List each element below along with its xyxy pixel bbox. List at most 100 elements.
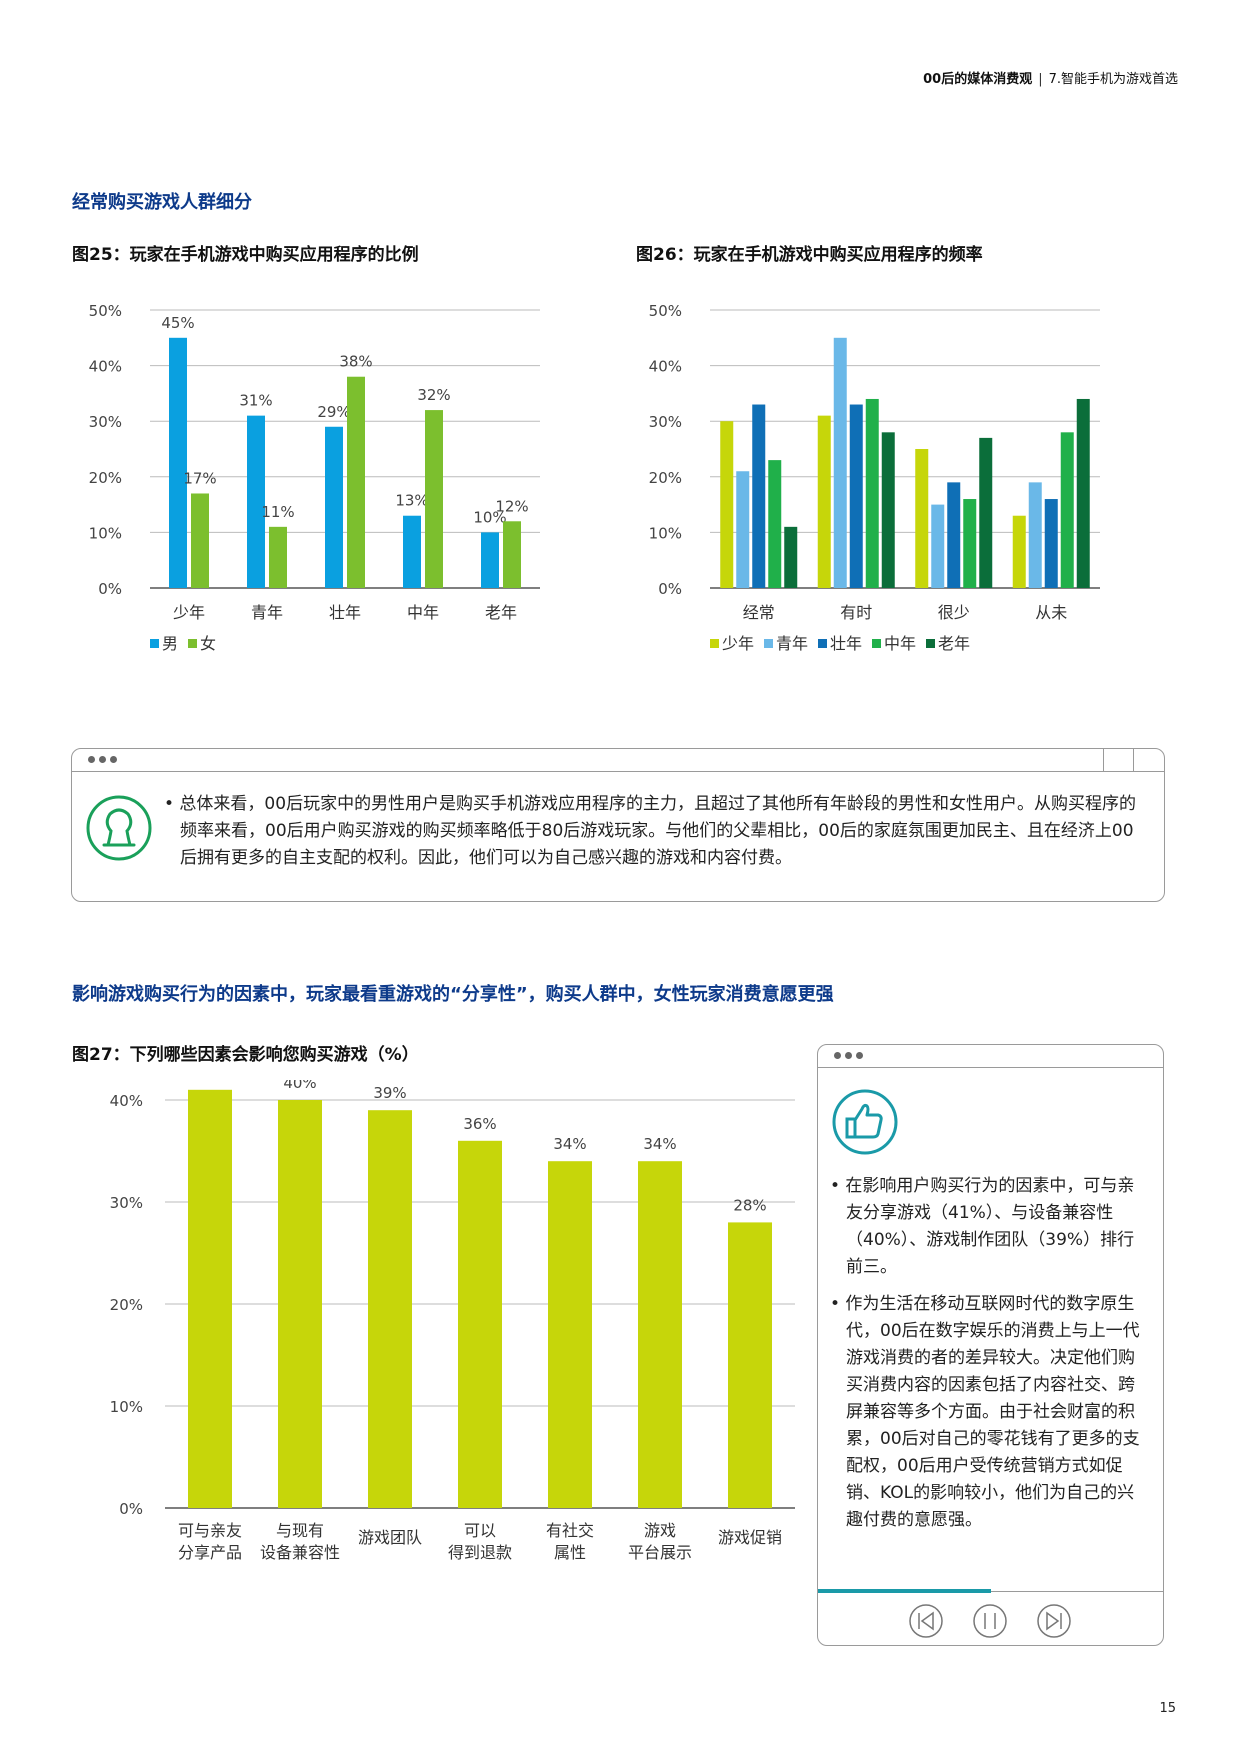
bar <box>931 504 945 588</box>
callout-1-titlebar <box>72 749 1164 772</box>
bar <box>503 521 521 588</box>
x-tick-label: 可与亲友 <box>178 1521 242 1540</box>
x-tick-label: 有时 <box>840 603 872 622</box>
y-tick-label: 30% <box>110 1194 143 1212</box>
window-button[interactable] <box>1133 749 1164 771</box>
bar <box>325 426 343 588</box>
legend-swatch <box>710 639 719 648</box>
data-label: 17% <box>183 469 216 487</box>
bar <box>1012 515 1026 588</box>
callout-2-titlebar <box>818 1045 1163 1068</box>
data-label: 31% <box>239 392 272 410</box>
next-track-icon[interactable] <box>1037 1604 1071 1638</box>
legend-swatch <box>764 639 773 648</box>
person-head-icon <box>86 795 152 861</box>
bar <box>278 1100 322 1508</box>
bar <box>865 398 879 588</box>
legend-swatch <box>926 639 935 648</box>
bar <box>1076 398 1090 588</box>
bar <box>1044 499 1058 588</box>
header-title: 00后的媒体消费观 <box>923 72 1033 87</box>
legend-swatch <box>188 639 197 648</box>
x-tick-label: 青年 <box>251 603 283 622</box>
legend-label: 中年 <box>884 634 916 653</box>
player-progress-fill <box>818 1589 991 1593</box>
legend-label: 青年 <box>776 634 808 653</box>
legend-label: 老年 <box>938 634 970 653</box>
bar <box>720 421 734 588</box>
bar <box>1060 432 1074 588</box>
bar <box>833 337 847 588</box>
fig27-title: 图27：下列哪些因素会影响您购买游戏（%） <box>72 1045 419 1065</box>
y-tick-label: 40% <box>110 1092 143 1110</box>
header-chapter: 7.智能手机为游戏首选 <box>1048 72 1178 87</box>
bar <box>481 532 499 588</box>
x-tick-label: 分享产品 <box>178 1543 242 1562</box>
data-label: 11% <box>261 503 294 521</box>
bar <box>728 1222 772 1508</box>
y-tick-label: 20% <box>89 469 122 487</box>
data-label: 28% <box>733 1196 766 1214</box>
bar <box>752 404 766 588</box>
section-title-2: 影响游戏购买行为的因素中，玩家最看重游戏的“分享性”，购买人群中，女性玩家消费意… <box>72 984 834 1005</box>
y-tick-label: 0% <box>98 580 122 598</box>
bar <box>849 404 863 588</box>
x-tick-label: 得到退款 <box>448 1543 512 1562</box>
y-tick-label: 30% <box>89 413 122 431</box>
bar <box>979 437 993 588</box>
data-label: 34% <box>643 1135 676 1153</box>
bar <box>548 1161 592 1508</box>
pause-icon[interactable] <box>973 1604 1007 1638</box>
callout-2-text: • 在影响用户购买行为的因素中，可与亲友分享游戏（41%）、与设备兼容性（40%… <box>830 1173 1145 1534</box>
x-tick-label: 游戏促销 <box>718 1528 782 1547</box>
callout-1-paragraph: • 总体来看，00后玩家中的男性用户是购买手机游戏应用程序的主力，且超过了其他所… <box>164 794 1137 868</box>
callout-1-text: • 总体来看，00后玩家中的男性用户是购买手机游戏应用程序的主力，且超过了其他所… <box>164 791 1149 872</box>
window-button[interactable] <box>1103 749 1134 771</box>
x-tick-label: 很少 <box>938 603 970 622</box>
legend-swatch <box>150 639 159 648</box>
y-tick-label: 40% <box>649 358 682 376</box>
bar <box>784 526 798 588</box>
x-tick-label: 从未 <box>1035 603 1067 622</box>
y-tick-label: 10% <box>110 1398 143 1416</box>
data-label: 45% <box>161 314 194 332</box>
x-tick-label: 与现有 <box>276 1521 324 1540</box>
callout-2-bullet-2: • 作为生活在移动互联网时代的数字原生代，00后在数字娱乐的消费上与上一代游戏消… <box>830 1294 1140 1530</box>
x-tick-label: 可以 <box>464 1521 496 1540</box>
y-tick-label: 20% <box>110 1296 143 1314</box>
data-label: 38% <box>339 353 372 371</box>
x-tick-label: 壮年 <box>329 603 361 622</box>
callout-box-1: • 总体来看，00后玩家中的男性用户是购买手机游戏应用程序的主力，且超过了其他所… <box>71 748 1165 902</box>
data-label: 32% <box>417 386 450 404</box>
player-progress-track[interactable] <box>818 1591 1163 1592</box>
y-tick-label: 0% <box>119 1500 143 1518</box>
y-tick-label: 20% <box>649 469 682 487</box>
data-label: 34% <box>553 1135 586 1153</box>
y-tick-label: 50% <box>649 302 682 320</box>
x-tick-label: 少年 <box>173 603 205 622</box>
x-tick-label: 属性 <box>554 1543 586 1562</box>
data-label: 29% <box>317 403 350 421</box>
fig25-title: 图25：玩家在手机游戏中购买应用程序的比例 <box>72 245 419 265</box>
page-number: 15 <box>1159 1701 1176 1716</box>
bar <box>638 1161 682 1508</box>
bar <box>817 415 831 588</box>
x-tick-label: 平台展示 <box>628 1543 692 1562</box>
bar <box>963 499 977 588</box>
y-tick-label: 50% <box>89 302 122 320</box>
data-label: 40% <box>283 1080 316 1092</box>
bar <box>915 449 929 588</box>
x-tick-label: 老年 <box>485 603 517 622</box>
legend-label: 女 <box>200 634 216 653</box>
bar <box>191 493 209 588</box>
fig26-title: 图26：玩家在手机游戏中购买应用程序的频率 <box>636 245 983 265</box>
legend-label: 壮年 <box>830 634 862 653</box>
data-label: 13% <box>395 492 428 510</box>
header-separator: | <box>1038 72 1043 87</box>
previous-track-icon[interactable] <box>909 1604 943 1638</box>
callout-2-bullet-1: • 在影响用户购买行为的因素中，可与亲友分享游戏（41%）、与设备兼容性（40%… <box>830 1176 1135 1277</box>
thumbs-up-icon <box>832 1089 898 1155</box>
x-tick-label: 经常 <box>743 603 775 622</box>
